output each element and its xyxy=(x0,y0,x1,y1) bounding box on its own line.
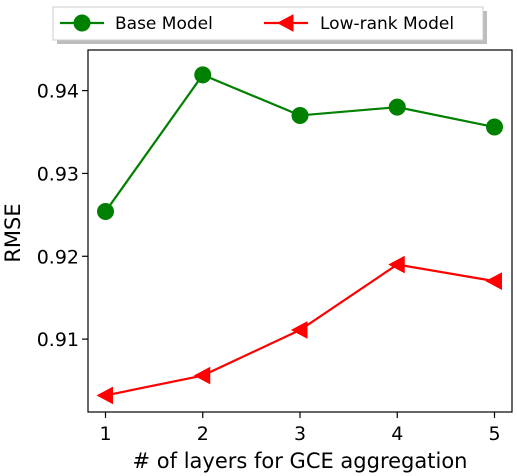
legend-item-base-model: Base Model xyxy=(60,14,213,34)
data-point-low-rank-model xyxy=(388,255,405,274)
y-tick-label: 0.92 xyxy=(37,246,79,268)
legend-label: Base Model xyxy=(115,14,213,34)
series-base-model xyxy=(97,66,503,221)
y-axis-title: RMSE xyxy=(1,203,25,262)
x-axis-title: # of layers for GCE aggregation xyxy=(133,449,468,473)
x-tick-label: 1 xyxy=(99,423,111,445)
data-point-base-model xyxy=(388,98,406,116)
data-point-base-model xyxy=(291,106,309,124)
x-tick-label: 4 xyxy=(391,423,403,445)
data-point-low-rank-model xyxy=(96,386,114,405)
data-point-low-rank-model xyxy=(193,366,211,385)
x-tick-label: 3 xyxy=(294,423,306,445)
y-tick-label: 0.94 xyxy=(37,81,79,103)
series-layer xyxy=(96,66,503,405)
data-point-base-model xyxy=(97,203,115,221)
data-point-base-model xyxy=(485,118,503,136)
data-point-low-rank-model xyxy=(485,272,502,290)
legend-label: Low-rank Model xyxy=(320,14,454,34)
legend: Base Model Low-rank Model xyxy=(52,6,487,44)
legend-marker xyxy=(276,14,294,32)
y-tick-label: 0.93 xyxy=(37,163,79,185)
series-line-base-model xyxy=(104,73,495,213)
legend-marker xyxy=(73,14,91,32)
y-tick-label: 0.91 xyxy=(37,329,79,351)
legend-item-low-rank-model: Low-rank Model xyxy=(264,14,454,34)
series-low-rank-model xyxy=(96,255,502,405)
data-point-low-rank-model xyxy=(290,321,308,339)
x-tick-label: 2 xyxy=(197,423,209,445)
data-point-base-model xyxy=(194,66,212,84)
plot-frame xyxy=(87,49,513,413)
x-tick-label: 5 xyxy=(488,423,500,445)
axis-ticks: 1 2 3 4 5 0.91 0.92 0.93 0.94 xyxy=(37,81,501,445)
